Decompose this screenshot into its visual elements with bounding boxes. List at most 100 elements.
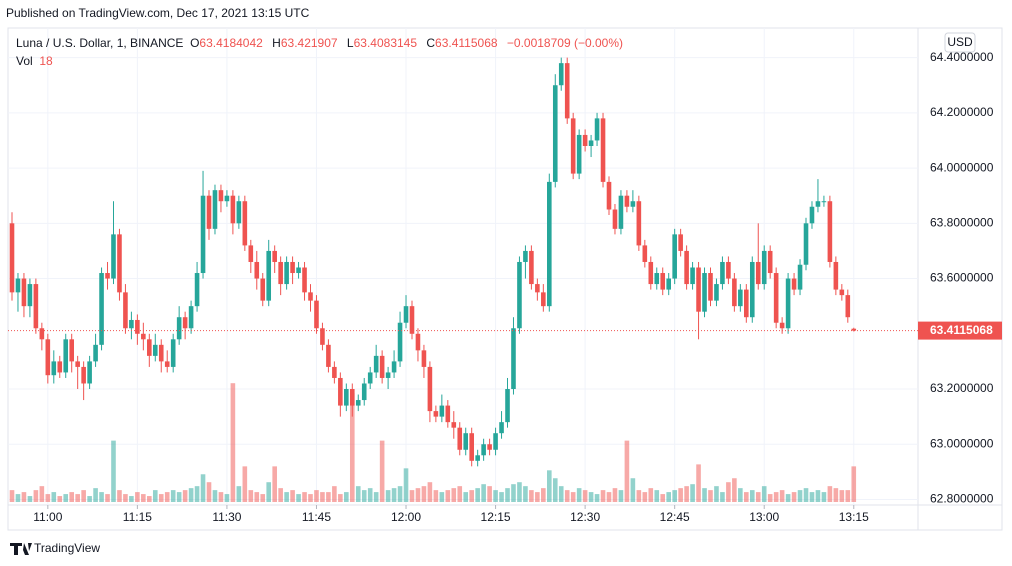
candle-body <box>624 195 630 207</box>
currency-label[interactable]: USD <box>947 35 973 49</box>
candle-body <box>761 250 767 285</box>
volume-bar <box>767 494 773 502</box>
candle-body <box>588 140 594 146</box>
volume-bar <box>397 486 403 502</box>
candle-body <box>379 355 385 378</box>
volume-bar <box>391 488 397 502</box>
volume-bar <box>475 488 480 502</box>
volume-bar <box>57 496 63 502</box>
volume-bar <box>523 486 528 502</box>
candle-body <box>618 195 624 229</box>
candle-body <box>332 366 337 378</box>
volume-bar <box>355 486 361 502</box>
volume-bar <box>570 492 576 502</box>
candle-body <box>606 181 612 210</box>
volume-bar <box>648 488 654 502</box>
candle-body <box>433 411 439 417</box>
candle-body <box>666 278 671 290</box>
candle-body <box>702 273 707 312</box>
volume-bar <box>797 490 803 502</box>
candle-body <box>558 63 564 86</box>
volume-bar <box>732 478 737 502</box>
volume-bar <box>600 490 606 502</box>
candle-body <box>570 118 576 174</box>
volume-bar <box>302 492 307 502</box>
candle-body <box>45 339 51 376</box>
volume-bar <box>218 492 224 502</box>
volume-bar <box>51 492 57 502</box>
volume-bar <box>81 490 86 502</box>
candle-body <box>194 273 200 307</box>
candle-body <box>827 201 833 262</box>
candle-body <box>397 322 403 362</box>
volume-bar <box>296 494 301 502</box>
volume-bar <box>744 492 749 502</box>
change-value: −0.0018709 (−0.00%) <box>506 36 623 50</box>
volume-bar <box>529 490 534 502</box>
volume-bar <box>547 470 552 502</box>
volume-bar <box>338 494 343 502</box>
candle-body <box>654 273 660 285</box>
candle-body <box>373 355 379 373</box>
candle-body <box>326 344 331 367</box>
high-label: H <box>272 36 281 50</box>
volume-bar <box>21 492 27 502</box>
candle-body <box>117 234 122 293</box>
volume-bar <box>39 486 45 502</box>
candle-body <box>344 389 349 406</box>
volume-bar <box>93 488 98 502</box>
candle-body <box>385 372 391 378</box>
volume-bar <box>726 482 731 502</box>
volume-bar <box>200 474 206 502</box>
candle-body <box>797 264 803 290</box>
x-tick-label: 13:15 <box>839 510 869 524</box>
candle-body <box>15 278 21 293</box>
volume-bar <box>33 490 39 502</box>
y-tick-label: 64.0000000 <box>930 160 994 174</box>
candle-body <box>594 118 600 141</box>
volume-bar <box>463 492 469 502</box>
candle-body <box>349 389 355 406</box>
volume-bar <box>135 492 140 502</box>
footer-brand: TradingView <box>34 541 100 555</box>
candle-body <box>708 273 713 301</box>
x-tick-label: 12:45 <box>660 510 690 524</box>
x-tick-label: 11:30 <box>212 510 241 524</box>
volume-bar <box>9 490 15 502</box>
volume-bar <box>308 494 313 502</box>
volume-bar <box>344 492 349 502</box>
y-tick-label: 63.8000000 <box>930 215 994 229</box>
currency-button[interactable] <box>944 32 976 53</box>
volume-bar <box>117 490 122 502</box>
candle-body <box>421 350 427 367</box>
candle-body <box>290 261 295 274</box>
volume-bar <box>630 478 636 502</box>
volume-bar <box>666 492 671 502</box>
volume-bar <box>493 490 498 502</box>
candle-body <box>320 328 325 345</box>
volume-bar <box>158 494 164 502</box>
candle-body <box>135 319 140 334</box>
volume-bar <box>152 490 158 502</box>
volume-bar <box>409 490 415 502</box>
volume-bar <box>708 490 713 502</box>
candle-body <box>51 361 57 376</box>
volume-bar <box>702 488 707 502</box>
candle-body <box>517 261 522 329</box>
volume-bar <box>618 490 624 502</box>
volume-bar <box>535 492 540 502</box>
volume-bar <box>260 494 266 502</box>
volume-bar <box>469 490 474 502</box>
volume-bar <box>803 488 809 502</box>
candle-body <box>487 444 492 450</box>
candle-body <box>439 405 445 417</box>
candle-body <box>791 278 797 290</box>
candle-body <box>296 267 301 274</box>
candle-body <box>93 344 98 362</box>
volume-bar <box>851 466 857 502</box>
candle-body <box>230 195 236 224</box>
volume-bar <box>105 494 110 502</box>
volume-bar <box>845 490 851 502</box>
candle-body <box>690 267 695 285</box>
volume-bar <box>654 490 660 502</box>
